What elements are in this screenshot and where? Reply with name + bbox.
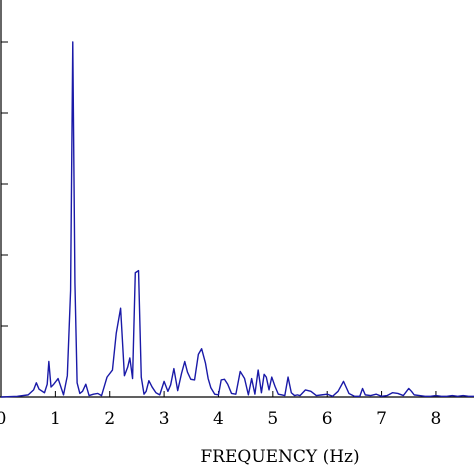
plot-area: 0 1 2 3 4 5 6 7 8: [0, 0, 474, 429]
x-tick-label-2: 2: [104, 409, 115, 429]
x-tick-label-8: 8: [431, 409, 442, 429]
x-tick-label-5: 5: [267, 409, 278, 429]
x-tick-label-1: 1: [50, 409, 61, 429]
x-tick-label-7: 7: [376, 409, 387, 429]
x-tick-label-0: 0: [0, 409, 6, 429]
x-tick-label-6: 6: [322, 409, 333, 429]
x-tick-label-3: 3: [159, 409, 170, 429]
x-tick-label-4: 4: [213, 409, 224, 429]
series-line-0: [0, 41, 474, 398]
x-axis-label: FREQUENCY (Hz): [200, 447, 359, 467]
